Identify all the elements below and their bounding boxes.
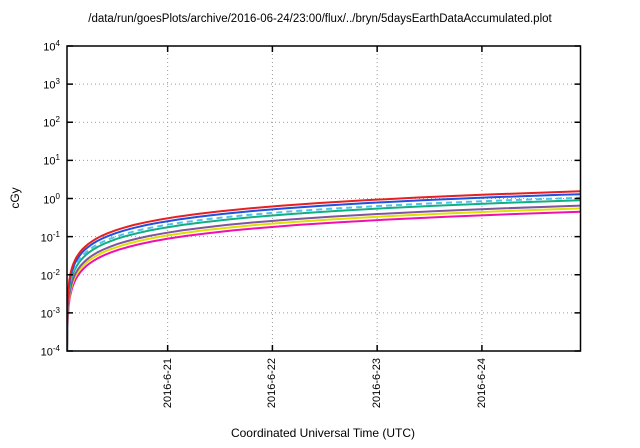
y-tick-label: 103 <box>43 77 60 92</box>
curve-dose-series-5 <box>67 204 581 351</box>
y-tick-label: 104 <box>43 39 60 54</box>
curve-dose-series-6 <box>67 207 581 351</box>
y-tick-label: 101 <box>43 153 60 169</box>
y-tick-label: 102 <box>43 115 60 130</box>
x-tick-label: 2016-6-22 <box>266 358 279 409</box>
y-tick-label: 100 <box>43 191 60 207</box>
y-tick-label: 10-3 <box>40 305 60 321</box>
x-axis-label: Coordinated Universal Time (UTC) <box>230 426 416 440</box>
y-tick-label: 10-1 <box>40 229 60 245</box>
y-tick-label: 10-2 <box>40 267 60 283</box>
plot-title: /data/run/goesPlots/archive/2016-06-24/2… <box>88 13 552 25</box>
x-tick-label: 2016-6-21 <box>161 358 174 409</box>
x-tick-label: 2016-6-23 <box>371 358 384 409</box>
x-tick-label: 2016-6-24 <box>475 358 488 409</box>
y-tick-label: 10-4 <box>40 344 60 359</box>
